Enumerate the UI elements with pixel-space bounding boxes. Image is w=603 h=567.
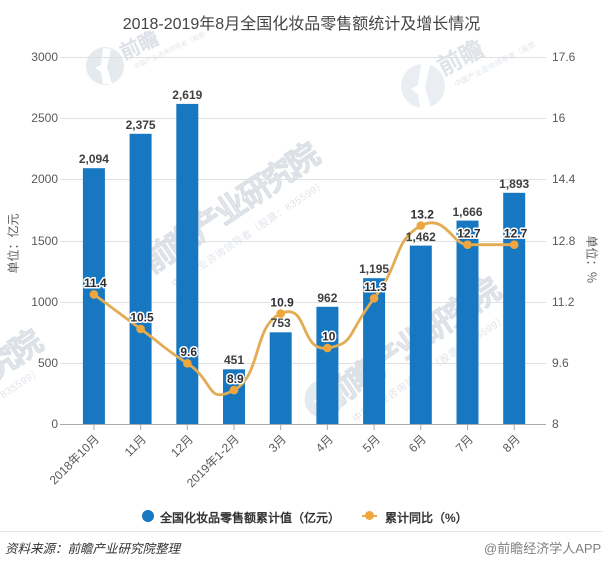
svg-text:13.2: 13.2 bbox=[411, 207, 435, 221]
svg-text:11.3: 11.3 bbox=[364, 280, 387, 294]
svg-text:9.6: 9.6 bbox=[180, 345, 197, 359]
svg-text:10.5: 10.5 bbox=[130, 311, 154, 325]
svg-text:8.9: 8.9 bbox=[227, 372, 244, 386]
svg-text:12.7: 12.7 bbox=[457, 226, 481, 240]
svg-text:12.7: 12.7 bbox=[504, 226, 528, 240]
svg-text:11.4: 11.4 bbox=[84, 276, 107, 290]
svg-text:10.9: 10.9 bbox=[270, 295, 294, 309]
svg-text:10: 10 bbox=[322, 330, 336, 344]
